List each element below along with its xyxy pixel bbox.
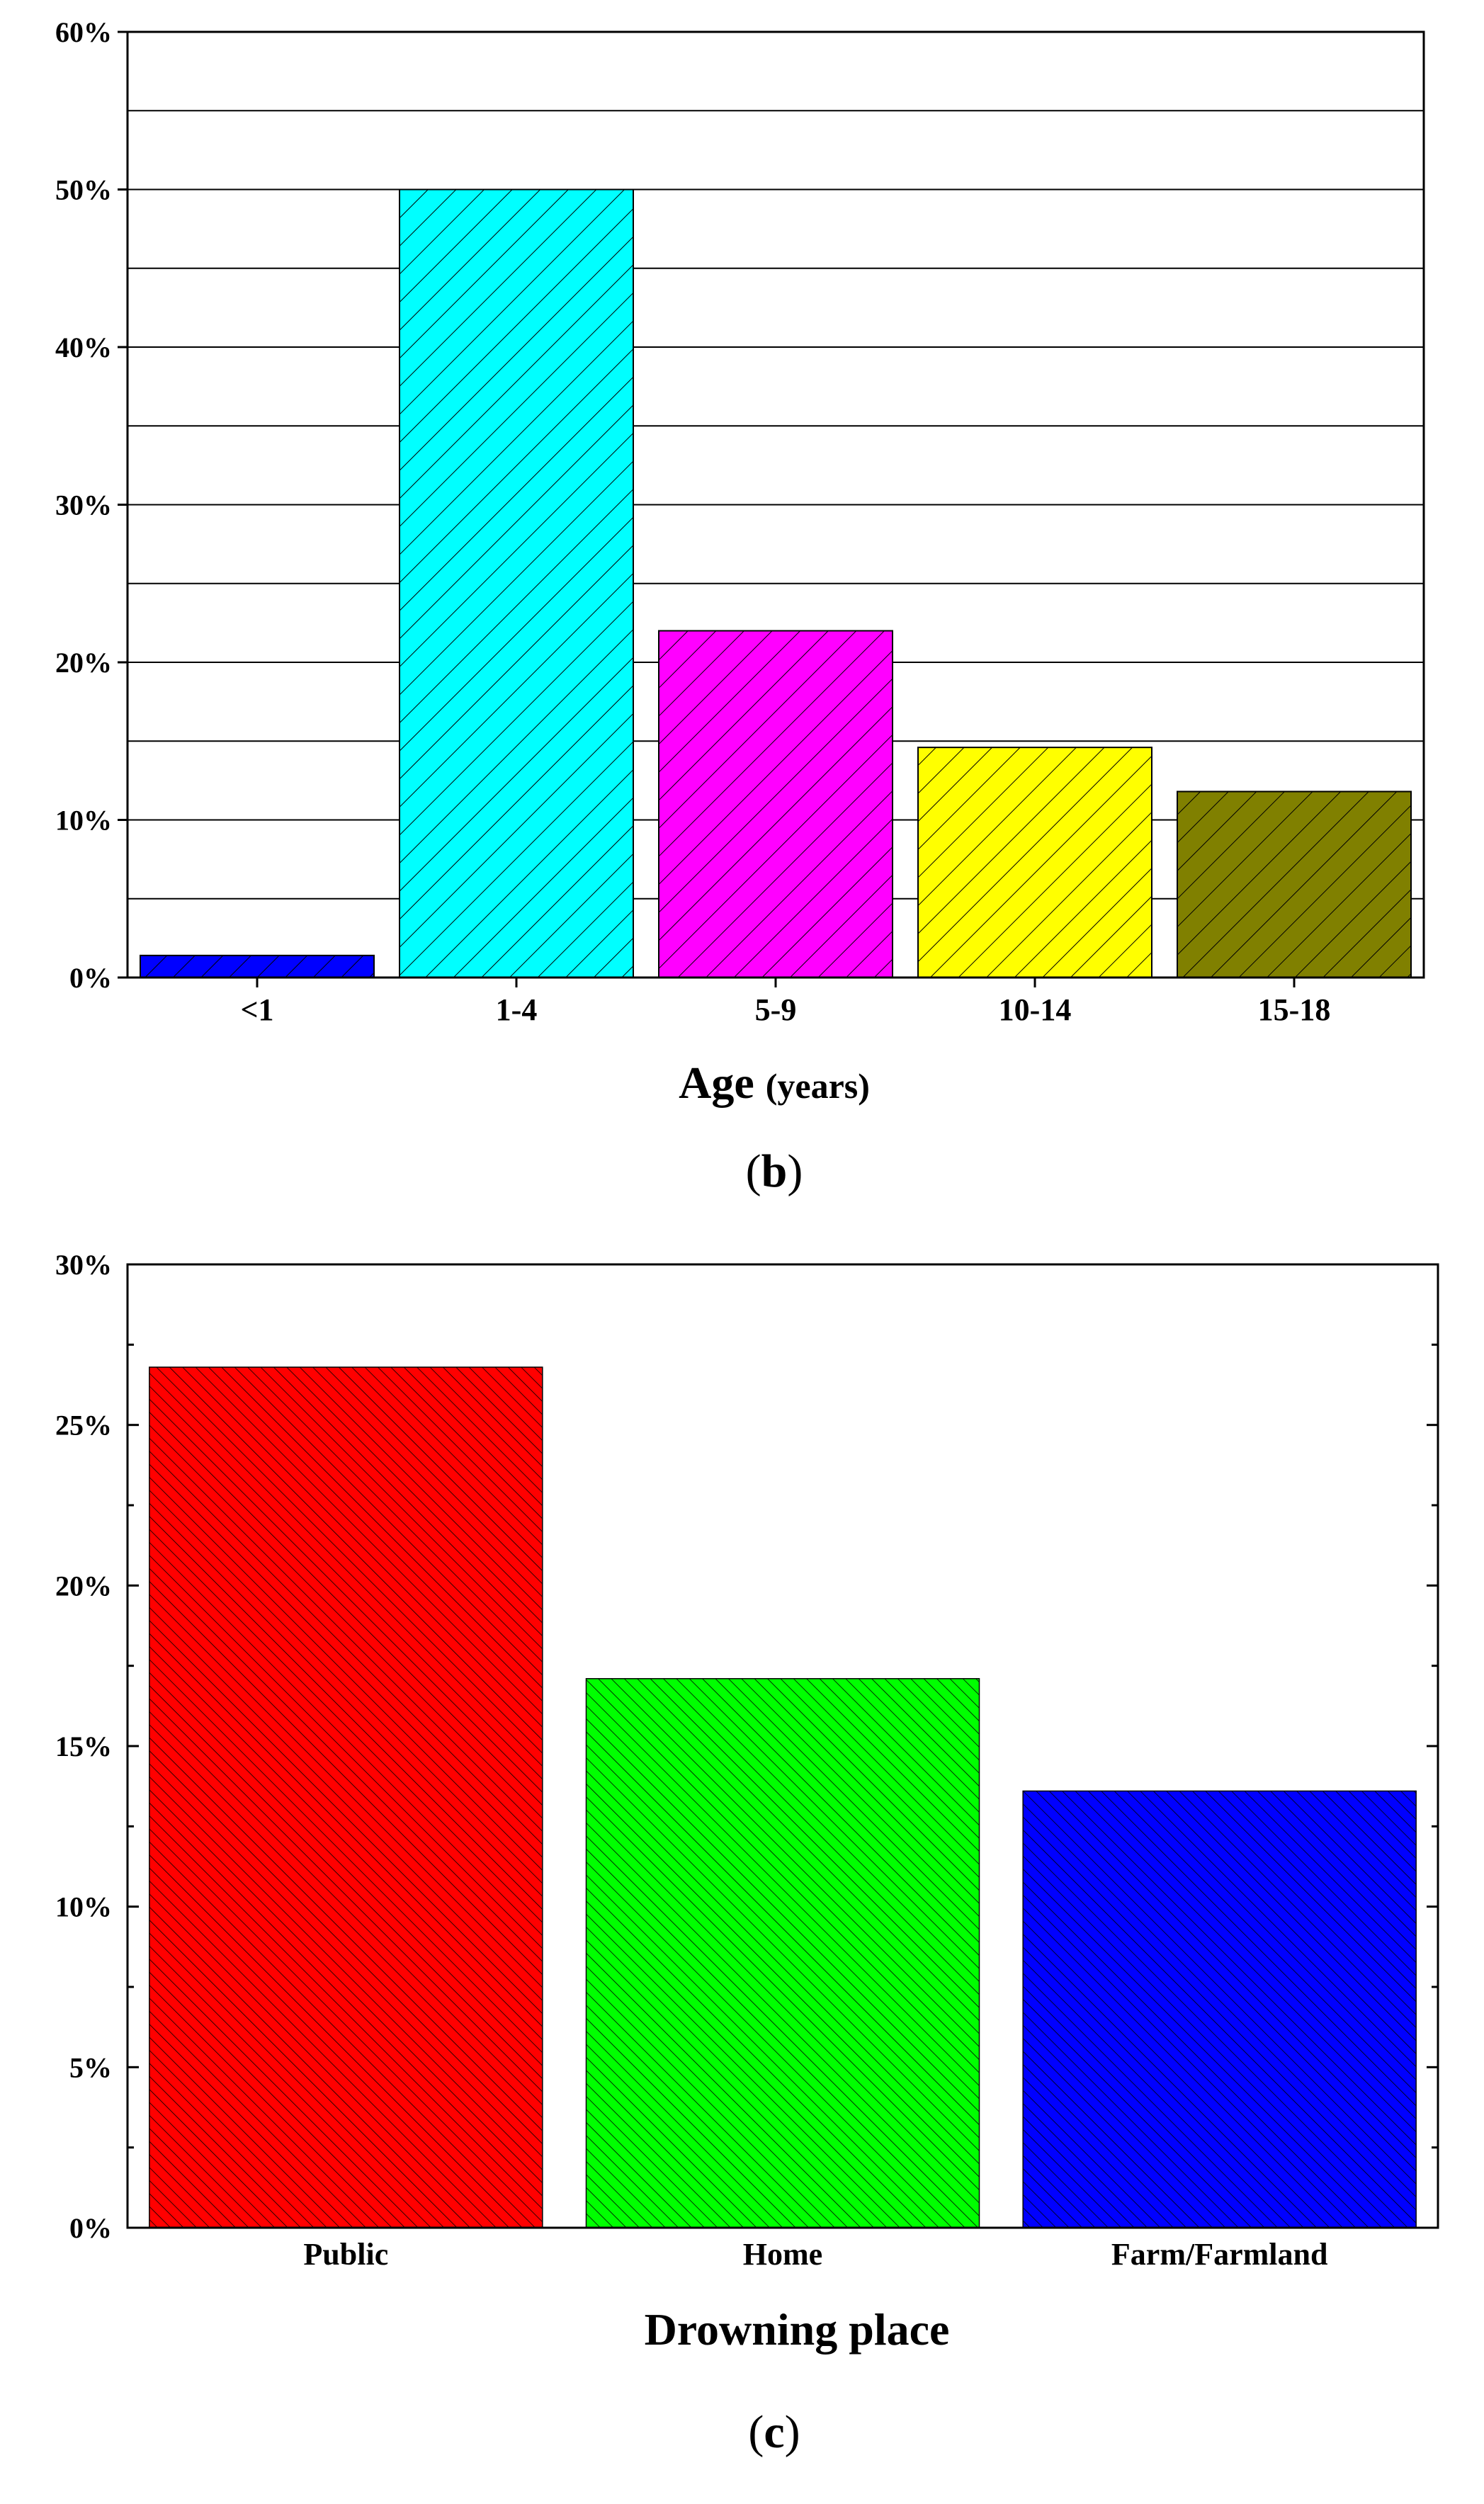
- place-bar-hatch: [149, 1366, 543, 2228]
- place-y-tick-label: 0%: [69, 2212, 112, 2244]
- place-category-label: Home: [743, 2237, 822, 2272]
- place-bar-0: [149, 1366, 543, 2228]
- age-category-label: <1: [240, 992, 273, 1027]
- age-category-label: 10-14: [999, 992, 1072, 1027]
- place-bar-2: [1022, 1790, 1417, 2228]
- age-axis-title: Age (years): [679, 1058, 870, 1108]
- age-bar-2: [658, 630, 893, 978]
- age-chart-y-ticks: 0% 10% 20% 30% 40% 50% 60%: [55, 16, 128, 994]
- age-y-tick-label: 0%: [69, 962, 112, 994]
- age-y-tick-label: 50%: [55, 174, 112, 206]
- place-y-tick-label: 10%: [55, 1891, 112, 1923]
- age-bar-1: [399, 188, 634, 978]
- age-y-tick-label: 10%: [55, 805, 112, 837]
- drowning-place-chart-y-ticks: 0% 5% 10% 15% 20% 25% 30%: [55, 1249, 1438, 2244]
- age-y-tick-label: 60%: [55, 16, 112, 48]
- panel-label-c: (c): [748, 2406, 800, 2458]
- age-bar-3: [917, 747, 1152, 979]
- place-category-label: Farm/Farmland: [1111, 2237, 1328, 2272]
- age-bar-hatch: [658, 630, 893, 978]
- drowning-place-axis-title: Drowning place: [645, 2304, 950, 2355]
- age-bar-hatch: [917, 747, 1152, 979]
- age-axis-title-unit: (years): [766, 1066, 870, 1106]
- place-bar-hatch: [1022, 1790, 1417, 2228]
- drowning-place-chart-category-labels: Public Home Farm/Farmland: [303, 2237, 1327, 2272]
- age-category-label: 5-9: [755, 992, 797, 1027]
- age-chart: 0%10%20%30%40%50%60% <1 1-4 5-9 10-14 15-18 …: [55, 16, 1425, 1197]
- panel-letter-b: b: [761, 1145, 788, 1197]
- age-axis-title-main: Age: [679, 1058, 754, 1108]
- age-bar-0: [140, 954, 375, 978]
- age-chart-x-ticks: [256, 978, 1296, 987]
- place-y-tick-label: 15%: [55, 1730, 112, 1762]
- age-category-label: 1-4: [496, 992, 538, 1027]
- drowning-place-chart-bars: [149, 1366, 1417, 2228]
- place-y-tick-label: 25%: [55, 1410, 112, 1441]
- place-bar-1: [585, 1678, 980, 2228]
- age-chart-category-labels: <1 1-4 5-9 10-14 15-18: [240, 992, 1330, 1027]
- age-chart-bars: [140, 188, 1412, 979]
- drowning-place-chart: 0% 5% 10% 15% 20% 25% 30% Public Home Farm/Farml…: [55, 1249, 1439, 2458]
- age-y-tick-label: 30%: [55, 489, 112, 521]
- age-chart-gridlines: [128, 110, 1424, 900]
- place-y-tick-label: 30%: [55, 1249, 112, 1281]
- age-category-label: 15-18: [1258, 992, 1331, 1027]
- place-category-label: Public: [303, 2237, 388, 2272]
- age-y-tick-label: 20%: [55, 647, 112, 679]
- age-bar-hatch: [1177, 791, 1412, 978]
- place-y-tick-label: 20%: [55, 1570, 112, 1602]
- age-y-tick-label: 40%: [55, 332, 112, 363]
- panel-label-b: (b): [746, 1145, 803, 1197]
- panel-letter-c: c: [764, 2406, 784, 2458]
- age-bar-hatch: [140, 954, 375, 978]
- place-y-tick-label: 5%: [69, 2051, 112, 2083]
- age-bar-4: [1177, 791, 1412, 978]
- place-bar-hatch: [585, 1678, 980, 2228]
- age-bar-hatch: [399, 188, 634, 978]
